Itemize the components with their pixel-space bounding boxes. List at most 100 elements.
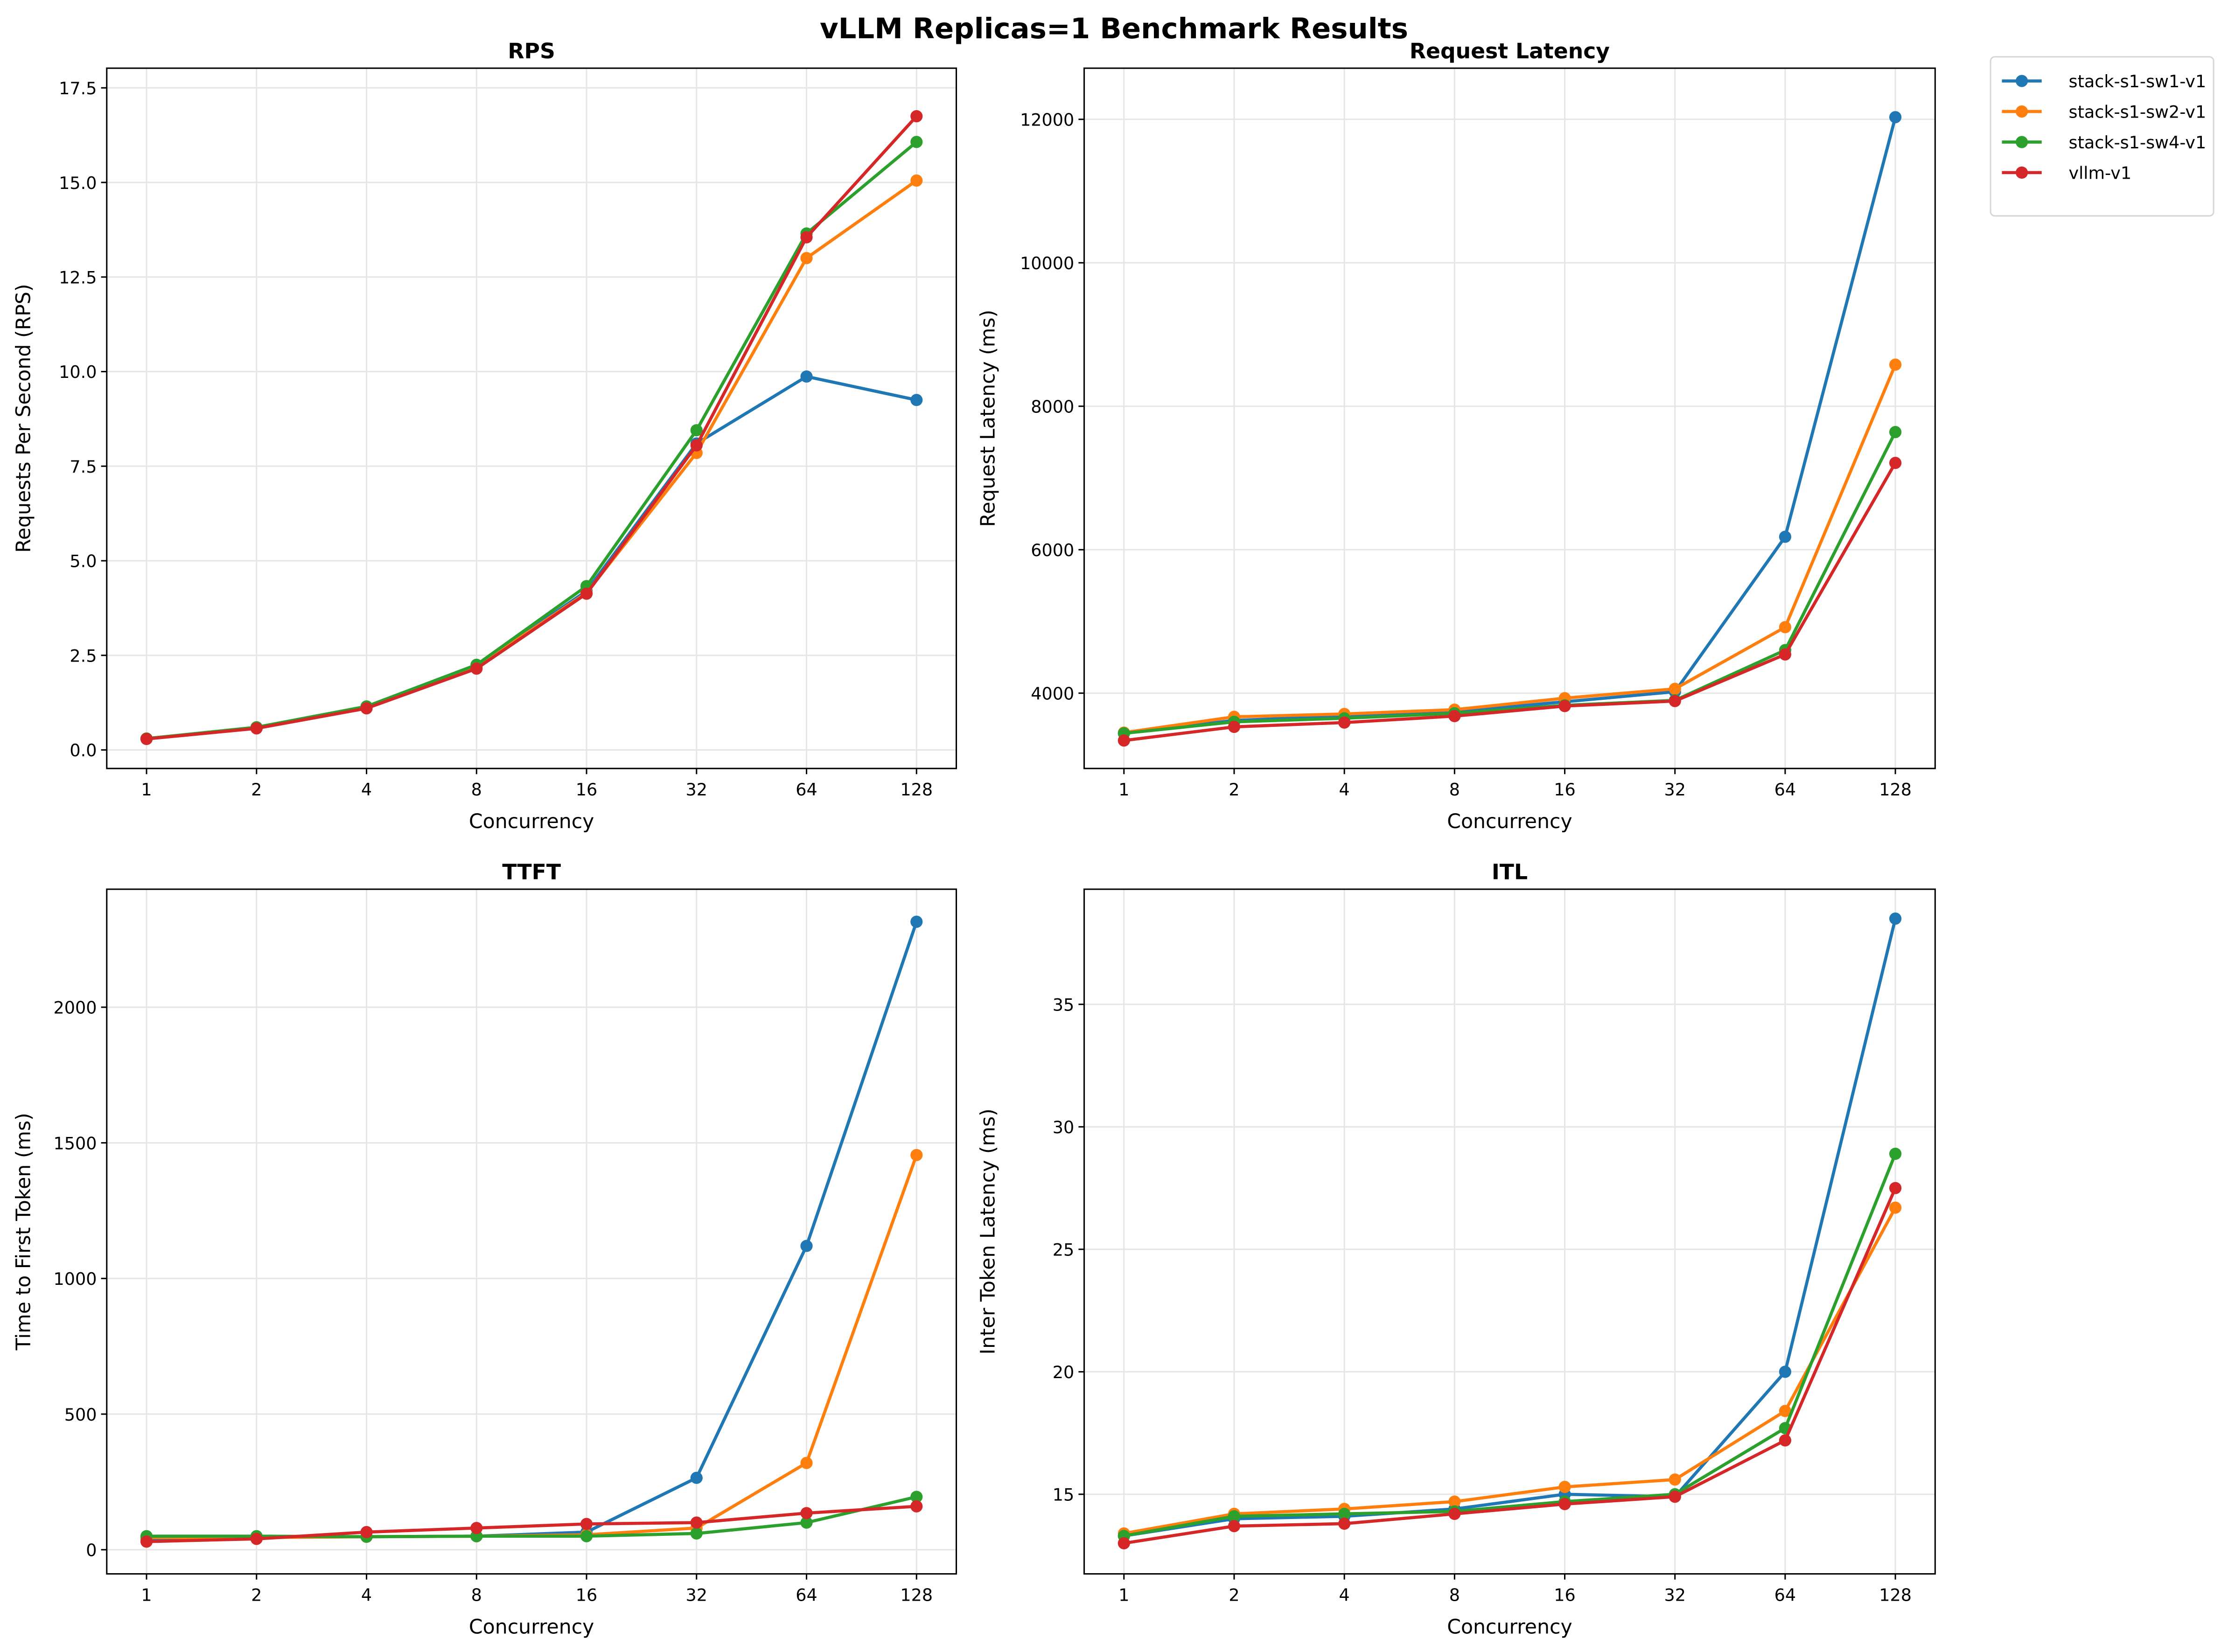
plot-frame <box>106 888 957 1575</box>
y-tick-label: 15 <box>1053 1485 1074 1505</box>
chart-title: TTFT <box>502 860 561 885</box>
x-tick-label: 1 <box>141 780 152 800</box>
chart-title: Request Latency <box>1410 39 1610 63</box>
y-tick-label: 7.5 <box>70 457 97 477</box>
data-point <box>360 1526 373 1539</box>
y-tick-label: 12000 <box>1020 110 1074 130</box>
data-point <box>1779 1434 1792 1447</box>
series-stack-s1-sw1-v1 <box>1117 912 1902 1542</box>
y-tick-label: 15.0 <box>59 173 97 193</box>
data-point <box>1889 1182 1902 1194</box>
x-tick-label: 8 <box>471 1585 482 1605</box>
data-point <box>690 1527 703 1540</box>
data-point <box>1338 1517 1351 1530</box>
data-point <box>1669 683 1681 695</box>
x-tick-label: 64 <box>796 780 817 800</box>
plot-frame <box>1083 67 1936 769</box>
series-vllm-v1 <box>140 1500 923 1548</box>
chart-panel-rps: 1 2 4 8 16 32 64 128 0.0 2.5 5.0 7.5 10.0 12.5 15.0 17.… <box>12 39 957 833</box>
data-point <box>580 1530 593 1542</box>
x-tick-label: 4 <box>1339 780 1350 800</box>
x-tick-label: 32 <box>1664 1585 1685 1605</box>
y-axis-label: Inter Token Latency (ms) <box>977 1108 1000 1354</box>
data-point <box>1889 912 1902 925</box>
data-point <box>910 136 923 148</box>
legend-entry: stack-s1-sw4-v1 <box>2002 132 2206 153</box>
data-point <box>250 722 263 735</box>
plot-frame <box>106 67 957 769</box>
legend-entry: stack-s1-sw1-v1 <box>2002 71 2206 91</box>
y-tick-label: 4000 <box>1031 683 1074 704</box>
legend: stack-s1-sw1-v1 stack-s1-sw2-v1 stack-s1-s… <box>1990 56 2214 217</box>
series-line <box>1124 462 1897 742</box>
series-stack-s1-sw4-v1 <box>1117 1147 1902 1542</box>
data-point <box>910 1500 923 1513</box>
data-point <box>1889 111 1902 124</box>
y-tick-label: 10.0 <box>59 362 97 382</box>
data-point <box>580 1518 593 1530</box>
series-line <box>1124 1153 1897 1538</box>
x-tick-label: 128 <box>1879 1585 1912 1605</box>
y-tick-label: 0.0 <box>70 740 97 760</box>
x-tick-label: 128 <box>900 1585 933 1605</box>
y-tick-label: 2000 <box>54 998 97 1018</box>
data-point <box>800 252 813 265</box>
data-point <box>910 1149 923 1161</box>
x-tick-label: 1 <box>1118 1585 1129 1605</box>
y-tick-label: 30 <box>1053 1117 1074 1137</box>
x-tick-label: 128 <box>900 780 933 800</box>
data-point <box>690 1516 703 1529</box>
x-tick-label: 4 <box>361 780 372 800</box>
x-tick-label: 128 <box>1879 780 1912 800</box>
data-point <box>470 1522 483 1534</box>
data-point <box>1889 358 1902 371</box>
data-point <box>690 424 703 437</box>
data-point <box>250 1533 263 1545</box>
data-point <box>910 110 923 123</box>
x-tick-label: 2 <box>251 1585 262 1605</box>
data-point <box>1117 734 1130 747</box>
y-tick-label: 12.5 <box>59 267 97 287</box>
data-point <box>1889 1201 1902 1214</box>
data-point <box>1889 426 1902 439</box>
data-point <box>140 732 153 746</box>
x-axis-label: Concurrency <box>1447 1615 1572 1638</box>
x-tick-label: 4 <box>361 1585 372 1605</box>
x-tick-label: 64 <box>796 1585 817 1605</box>
chart-panel-itl: 1 2 4 8 16 32 64 128 15 20 25 30 35 ITL Concurrency Int… <box>977 860 1936 1638</box>
data-point <box>910 1491 923 1503</box>
data-point <box>1779 648 1792 661</box>
legend-label: stack-s1-sw1-v1 <box>2069 71 2207 91</box>
data-point <box>800 1516 813 1529</box>
series-line <box>147 1495 917 1539</box>
y-tick-label: 6000 <box>1031 540 1074 560</box>
series-line <box>1124 1187 1897 1545</box>
data-point <box>1448 710 1461 723</box>
series-vllm-v1 <box>1117 457 1902 747</box>
data-point <box>910 174 923 187</box>
data-point <box>360 702 373 715</box>
y-tick-label: 1500 <box>54 1133 97 1153</box>
data-point <box>1448 1495 1461 1508</box>
data-point <box>580 587 593 600</box>
x-tick-label: 32 <box>686 1585 707 1605</box>
legend-marker-icon <box>2015 136 2028 148</box>
data-point <box>910 915 923 928</box>
y-tick-label: 25 <box>1053 1240 1074 1260</box>
legend-marker-icon <box>2015 105 2028 118</box>
series-stack-s1-sw2-v1 <box>140 1149 923 1544</box>
figure-title: vLLM Replicas=1 Benchmark Results <box>820 12 1408 45</box>
series-line <box>1124 117 1897 735</box>
y-tick-label: 0 <box>86 1540 97 1560</box>
legend-entry: stack-s1-sw2-v1 <box>2002 102 2206 122</box>
series-stack-s1-sw2-v1 <box>1117 358 1902 739</box>
series-stack-s1-sw4-v1 <box>1117 426 1902 739</box>
series-vllm-v1 <box>1117 1182 1902 1549</box>
series-line <box>147 1154 918 1539</box>
x-axis-label: Concurrency <box>469 810 594 833</box>
chart-title: ITL <box>1492 860 1528 885</box>
series-stack-s1-sw2-v1 <box>140 174 923 745</box>
x-tick-label: 4 <box>1339 1585 1350 1605</box>
data-point <box>1779 621 1792 634</box>
